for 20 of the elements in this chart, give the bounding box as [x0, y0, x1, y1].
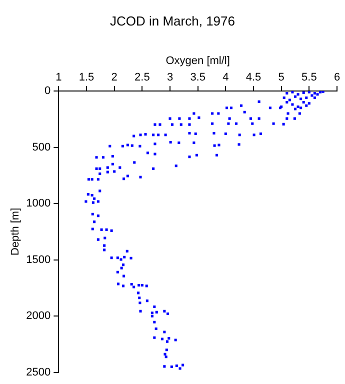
- y-axis-title: Depth [m]: [10, 208, 22, 256]
- x-tick-label: 5: [278, 71, 284, 84]
- y-tick-label: 2000: [26, 310, 51, 322]
- x-axis-title: Oxygen [ml/l]: [166, 55, 230, 68]
- x-tick-label: 1.5: [78, 71, 94, 84]
- x-tick-label: 2.5: [134, 71, 150, 84]
- x-tick-label: 3: [166, 71, 174, 84]
- x-tick-label: 4: [222, 71, 229, 84]
- x-tick-label: 3.5: [190, 71, 206, 84]
- y-tick-label: 2500: [26, 366, 51, 378]
- x-tick-label: 5.5: [302, 71, 317, 84]
- x-tick-label: 6: [334, 71, 340, 84]
- y-tick-label: 1000: [26, 198, 51, 210]
- x-tick-label: 1: [56, 71, 62, 84]
- chart-title: JCOD in March, 1976: [110, 13, 235, 28]
- y-tick-label: 500: [32, 141, 51, 154]
- x-tick-label: 4.5: [246, 71, 262, 84]
- x-tick-label: 2: [111, 71, 118, 84]
- y-tick-label: 1500: [26, 254, 51, 266]
- y-tick-label: 0: [44, 85, 51, 98]
